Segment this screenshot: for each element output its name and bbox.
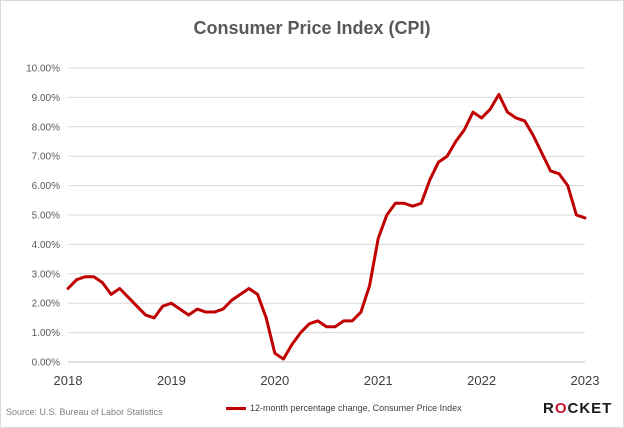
x-axis-ticks: 2018 2019 2020 2021 2022 2023 [54, 373, 600, 388]
x-tick-label: 2020 [260, 373, 289, 388]
legend-label: 12-month percentage change, Consumer Pri… [250, 403, 462, 413]
y-tick-label: 5.00% [32, 211, 60, 222]
y-tick-label: 0.00% [32, 358, 60, 369]
y-tick-label: 9.00% [32, 93, 60, 104]
x-tick-label: 2019 [157, 373, 186, 388]
series-line [66, 92, 587, 361]
chart-title: Consumer Price Index (CPI) [193, 18, 431, 38]
gridlines [68, 67, 585, 334]
x-tick-label: 2022 [467, 373, 496, 388]
y-tick-label: 1.00% [32, 328, 60, 339]
y-axis-ticks: 0.00% 1.00% 2.00% 3.00% 4.00% 5.00% 6.00% 7.00%… [26, 64, 60, 369]
y-tick-label: 10.00% [26, 64, 60, 75]
y-tick-label: 3.00% [32, 269, 60, 280]
y-tick-label: 6.00% [32, 181, 60, 192]
source-note: Source: U.S. Bureau of Labor Statistics [6, 407, 163, 417]
x-tick-label: 2021 [364, 373, 393, 388]
y-tick-label: 2.00% [32, 299, 60, 310]
legend: 12-month percentage change, Consumer Pri… [226, 403, 462, 413]
y-tick-label: 8.00% [32, 122, 60, 133]
x-tick-label: 2018 [54, 373, 83, 388]
y-tick-label: 4.00% [32, 240, 60, 251]
legend-swatch [226, 406, 246, 410]
x-tick-label: 2023 [571, 373, 600, 388]
y-tick-label: 7.00% [32, 152, 60, 163]
brand-logo: ROCKET [543, 400, 613, 417]
